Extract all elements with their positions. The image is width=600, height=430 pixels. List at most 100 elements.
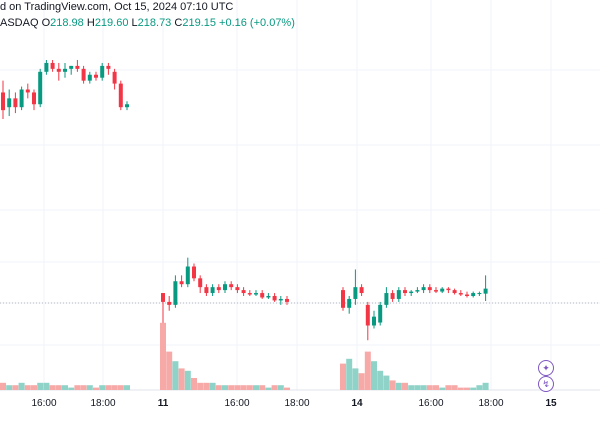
candle-body bbox=[453, 290, 457, 293]
candle-body bbox=[75, 66, 79, 69]
volume-bar bbox=[278, 385, 284, 390]
candle-body bbox=[32, 92, 36, 104]
candle-body bbox=[366, 305, 370, 326]
candle-body bbox=[94, 75, 98, 78]
volume-bar bbox=[191, 378, 197, 390]
time-axis-label: 16:00 bbox=[224, 398, 249, 409]
volume-bar bbox=[25, 385, 31, 390]
volume-bar bbox=[185, 371, 191, 390]
open-value: 218.98 bbox=[50, 17, 84, 29]
candle-body bbox=[285, 299, 289, 302]
candle-body bbox=[173, 281, 177, 305]
volume-bar bbox=[433, 385, 439, 390]
volume-bar bbox=[340, 364, 346, 390]
candle-body bbox=[13, 98, 17, 107]
candle-body bbox=[180, 281, 184, 284]
volume-bar bbox=[56, 385, 62, 390]
volume-bar bbox=[390, 380, 396, 390]
volume-bar bbox=[253, 385, 259, 390]
candle-body bbox=[428, 287, 432, 290]
time-axis-label: 14 bbox=[351, 398, 362, 409]
candle-body bbox=[360, 287, 364, 293]
change-value: +0.16 (+0.07%) bbox=[219, 17, 295, 29]
volume-bar bbox=[50, 385, 56, 390]
volume-bar bbox=[408, 385, 414, 390]
time-axis-label: 18:00 bbox=[284, 398, 309, 409]
candle-body bbox=[217, 287, 221, 290]
lightning-icon[interactable]: ↯ bbox=[538, 376, 554, 392]
candle-body bbox=[260, 293, 264, 297]
candle-body bbox=[198, 278, 202, 287]
candle-body bbox=[20, 90, 24, 108]
volume-bar bbox=[359, 373, 365, 390]
volume-bar bbox=[118, 385, 124, 390]
candle-body bbox=[167, 302, 171, 305]
candle-body bbox=[1, 92, 5, 110]
volume-bar bbox=[383, 376, 389, 390]
volume-bar bbox=[166, 352, 172, 390]
volume-bar bbox=[458, 388, 464, 390]
published-line: d on TradingView.com, Oct 15, 2024 07:10… bbox=[0, 1, 233, 13]
candle-body bbox=[26, 90, 30, 93]
volume-bar bbox=[222, 385, 228, 390]
candle-body bbox=[235, 287, 239, 290]
candle-body bbox=[440, 289, 444, 292]
volume-bar bbox=[203, 383, 209, 390]
candle-body bbox=[384, 293, 388, 305]
volume-bar bbox=[402, 383, 408, 390]
candle-body bbox=[409, 292, 413, 293]
volume-bar bbox=[272, 385, 278, 390]
candle-body bbox=[459, 293, 463, 294]
volume-bar bbox=[62, 385, 68, 390]
candle-body bbox=[63, 69, 67, 72]
time-axis-label: 18:00 bbox=[90, 398, 115, 409]
low-value: 218.73 bbox=[138, 17, 172, 29]
candle-body bbox=[57, 69, 61, 72]
volume-bar bbox=[464, 388, 470, 390]
candle-body bbox=[415, 290, 419, 291]
candle-body bbox=[223, 284, 227, 290]
close-value: 219.15 bbox=[182, 17, 216, 29]
candle-body bbox=[125, 104, 129, 107]
candle-body bbox=[106, 66, 110, 69]
candle-body bbox=[477, 293, 481, 294]
volume-bar bbox=[365, 352, 371, 390]
volume-bar bbox=[228, 385, 234, 390]
candle-body bbox=[266, 296, 270, 297]
candle-body bbox=[186, 267, 190, 285]
candle-body bbox=[119, 84, 123, 108]
volume-bar bbox=[284, 388, 290, 390]
candle-body bbox=[229, 284, 233, 287]
candle-body bbox=[372, 317, 376, 326]
candle-body bbox=[391, 293, 395, 299]
time-axis-label: 18:00 bbox=[478, 398, 503, 409]
candle-body bbox=[69, 66, 73, 69]
candle-body bbox=[378, 305, 382, 323]
volume-bar bbox=[234, 385, 240, 390]
candle-body bbox=[211, 287, 215, 293]
ohlc-legend: ASDAQ O218.98 H219.60 L218.73 C219.15 +0… bbox=[0, 17, 295, 29]
time-axis-label: 16:00 bbox=[418, 398, 443, 409]
candle-body bbox=[353, 287, 357, 299]
volume-bar bbox=[93, 388, 99, 390]
volume-bar bbox=[452, 385, 458, 390]
candle-body bbox=[82, 69, 86, 81]
volume-bar bbox=[445, 385, 451, 390]
volume-bar bbox=[346, 359, 352, 390]
candle-body bbox=[484, 289, 488, 294]
candle-body bbox=[161, 293, 165, 302]
candle-body bbox=[347, 299, 351, 308]
candle-body bbox=[113, 72, 117, 84]
volume-bar bbox=[241, 385, 247, 390]
candle-body bbox=[446, 289, 450, 290]
sparkle-icon[interactable]: ✦ bbox=[538, 360, 554, 376]
candle-body bbox=[254, 293, 258, 294]
candle-body bbox=[38, 72, 42, 104]
candle-body bbox=[273, 296, 277, 300]
volume-bar bbox=[470, 388, 476, 390]
volume-bar bbox=[112, 385, 118, 390]
volume-bar bbox=[483, 383, 489, 390]
high-label: H bbox=[87, 17, 95, 29]
